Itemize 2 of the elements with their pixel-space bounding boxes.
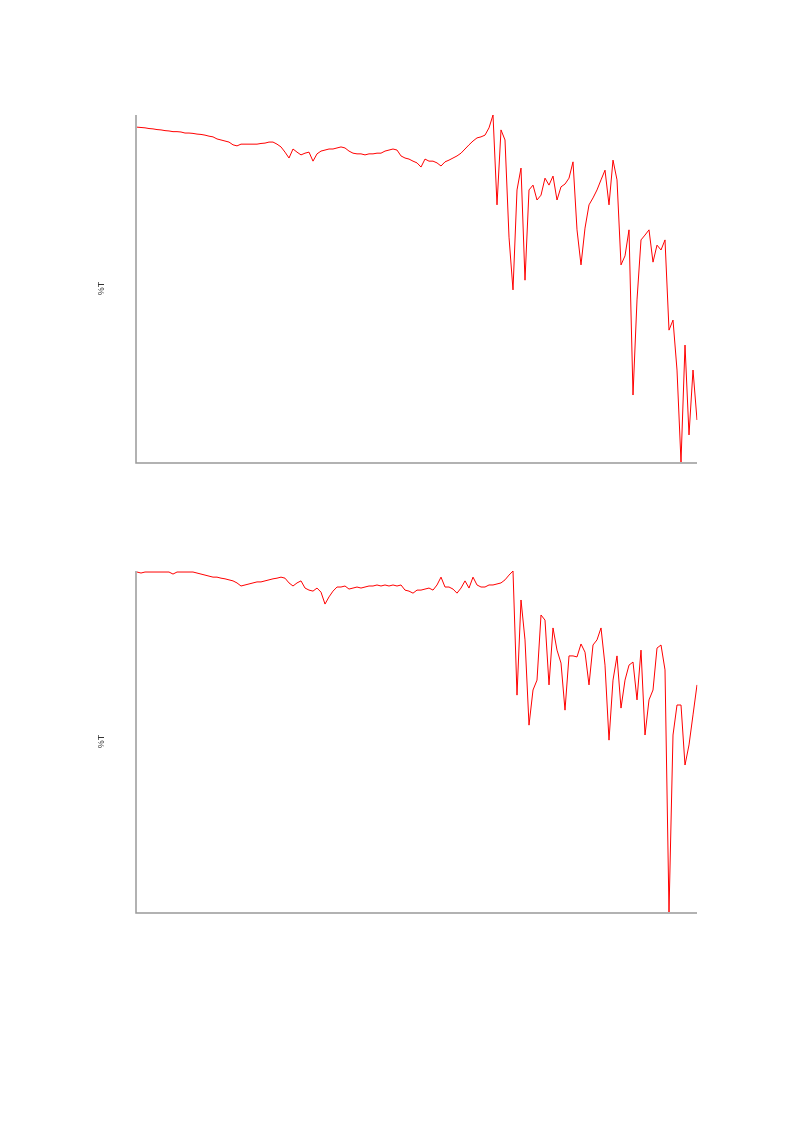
y-axis-title: %T [96, 734, 107, 749]
y-axis-title: %T [96, 281, 107, 296]
